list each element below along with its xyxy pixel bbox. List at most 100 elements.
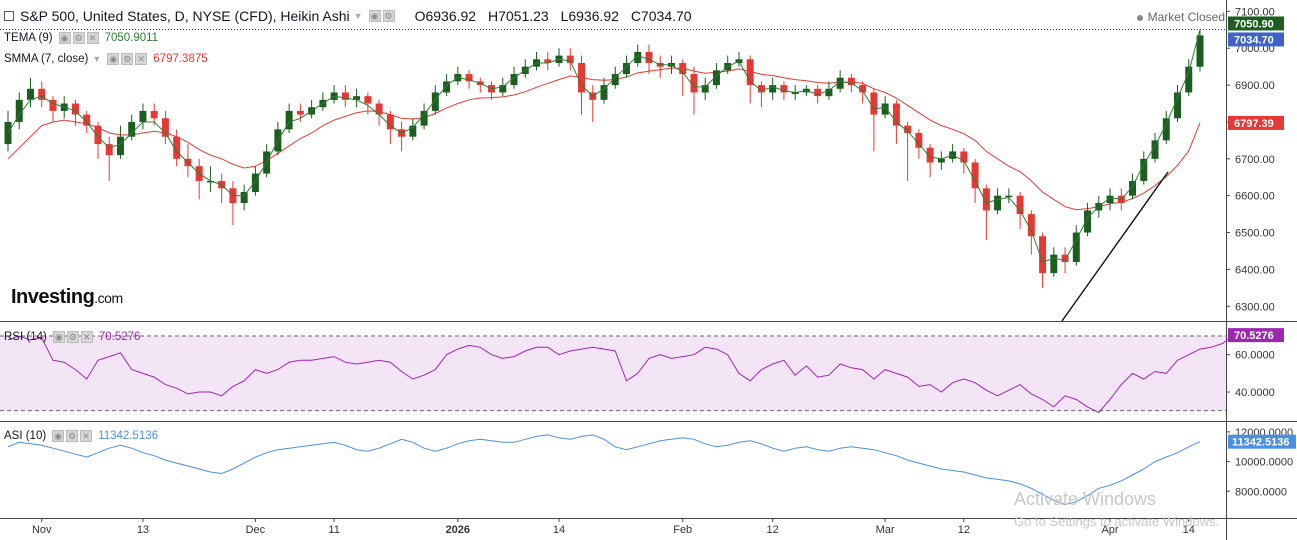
- candle-body: [836, 77, 844, 89]
- candle: [409, 118, 417, 141]
- candle-body: [870, 92, 878, 115]
- candle: [566, 48, 574, 71]
- asi-label: ASI (10): [4, 430, 47, 442]
- candle: [690, 66, 698, 115]
- candle: [1140, 151, 1148, 185]
- candle: [1027, 210, 1035, 255]
- candle-body: [757, 85, 765, 93]
- x-tick-label: 11: [328, 524, 339, 536]
- candle-body: [1061, 254, 1069, 263]
- candle: [476, 77, 484, 93]
- candle: [353, 88, 361, 108]
- candle-body: [105, 144, 113, 156]
- x-tick-label: Nov: [32, 524, 52, 536]
- candle: [600, 77, 608, 104]
- smma-label: SMMA (7, close): [4, 53, 89, 65]
- candle: [1162, 110, 1170, 145]
- close-icon[interactable]: ✕: [80, 331, 93, 343]
- candle: [769, 77, 777, 100]
- settings-icon[interactable]: ⚙: [66, 430, 79, 442]
- tema-legend[interactable]: TEMA (9) ◉ ⚙ ✕ 7050.9011: [4, 32, 158, 44]
- candle: [263, 144, 271, 178]
- candle-body: [1151, 140, 1159, 159]
- candle: [229, 180, 237, 226]
- y-tick-label: 6500.00: [1235, 228, 1275, 240]
- candle: [656, 55, 664, 78]
- high-value: H7051.23: [487, 8, 549, 24]
- candle-body: [150, 110, 158, 119]
- candle: [420, 103, 428, 130]
- candle: [982, 184, 990, 240]
- eye-icon[interactable]: ◉: [52, 430, 65, 442]
- candle: [116, 125, 124, 159]
- candle: [1196, 29, 1204, 72]
- x-tick-label: Dec: [246, 524, 266, 536]
- candle-body: [814, 88, 822, 97]
- candle: [679, 59, 687, 97]
- asi-last-label: 11342.5136: [1232, 437, 1290, 449]
- candle: [1050, 247, 1058, 277]
- collapse-icon[interactable]: [4, 11, 14, 21]
- tema-value: 7050.9011: [104, 32, 159, 44]
- candle-body: [206, 180, 214, 183]
- eye-icon[interactable]: ◉: [52, 331, 65, 343]
- settings-icon[interactable]: ⚙: [382, 10, 395, 22]
- candle-body: [937, 158, 945, 163]
- y-tick-label: 6700.00: [1235, 154, 1275, 166]
- candle: [218, 173, 226, 204]
- candle: [49, 96, 57, 122]
- candle: [330, 85, 338, 104]
- x-tick-label: Apr: [1101, 524, 1118, 536]
- candle: [1174, 85, 1181, 122]
- candle: [139, 103, 147, 130]
- y-tick-label: 7100.00: [1235, 6, 1275, 18]
- rsi-legend[interactable]: RSI (14) ◉ ⚙ ✕ 70.5276: [4, 331, 140, 343]
- candle-body: [881, 103, 889, 115]
- candle-body: [375, 103, 383, 115]
- candle-body: [139, 110, 147, 122]
- candle-body: [1140, 158, 1148, 181]
- market-status-text: Market Closed: [1147, 10, 1225, 24]
- market-status: Market Closed: [1136, 10, 1225, 24]
- close-icon[interactable]: ✕: [80, 430, 93, 442]
- candle: [555, 48, 563, 67]
- candle: [364, 92, 372, 115]
- eye-icon[interactable]: ◉: [58, 32, 71, 44]
- close-icon[interactable]: ✕: [86, 32, 99, 44]
- x-tick-label: 13: [137, 524, 149, 536]
- candle-body: [892, 103, 900, 126]
- eye-icon[interactable]: ◉: [368, 10, 381, 22]
- asi-legend[interactable]: ASI (10) ◉ ⚙ ✕ 11342.5136: [4, 430, 158, 442]
- tema-line: [7, 29, 1201, 263]
- smma-legend[interactable]: SMMA (7, close) ▼ ◉ ⚙ ✕ 6797.3875: [4, 53, 208, 65]
- x-tick-label: 12: [767, 524, 779, 536]
- candle-body: [1196, 35, 1204, 67]
- price-label-box: [1228, 115, 1284, 130]
- y-tick-label: 6400.00: [1235, 264, 1275, 276]
- candle-body: [240, 191, 248, 204]
- settings-icon[interactable]: ⚙: [72, 32, 85, 44]
- candle: [746, 55, 754, 104]
- close-icon[interactable]: ✕: [135, 53, 148, 65]
- settings-icon[interactable]: ⚙: [66, 331, 79, 343]
- candle: [105, 136, 113, 181]
- open-value: O6936.92: [414, 8, 477, 24]
- candle: [240, 184, 248, 211]
- y-tick-label: 6600.00: [1235, 191, 1275, 203]
- candle-body: [409, 125, 417, 137]
- x-tick-label: 14: [1183, 524, 1195, 536]
- y-tick-label: 8000.0000: [1235, 486, 1287, 498]
- candle-body: [1050, 254, 1058, 274]
- settings-icon[interactable]: ⚙: [121, 53, 134, 65]
- candle-body: [1072, 232, 1080, 263]
- chevron-down-icon[interactable]: ▼: [353, 11, 363, 21]
- candle-body: [38, 88, 46, 100]
- header-controls: ◉ ⚙: [368, 10, 395, 22]
- candle-body: [251, 173, 259, 192]
- candle-body: [847, 77, 855, 86]
- chevron-down-icon[interactable]: ▼: [92, 54, 102, 64]
- candle: [161, 110, 169, 145]
- eye-icon[interactable]: ◉: [107, 53, 120, 65]
- candle: [4, 110, 12, 152]
